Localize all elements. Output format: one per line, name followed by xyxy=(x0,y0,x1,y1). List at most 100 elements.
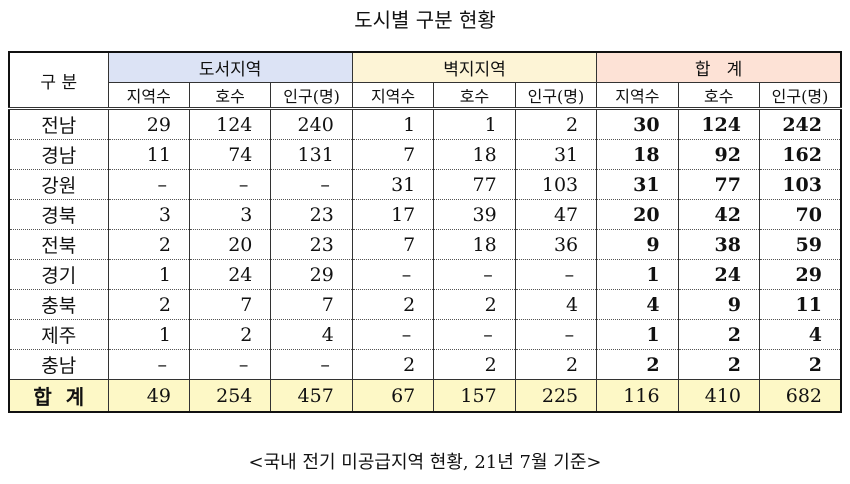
value-cell: – xyxy=(270,349,353,380)
value-cell: – xyxy=(433,319,516,350)
value-cell: – xyxy=(433,259,516,290)
city-status-table: 구 분 도서지역 벽지지역 합 계 지역수 호수 인구(명) 지역수 호수 인구(명) 지역… xyxy=(8,51,842,413)
value-cell: 77 xyxy=(433,169,516,200)
value-cell: – xyxy=(188,349,272,380)
table-row: 전남 29 124 240 1 1 2 30 124 242 xyxy=(8,108,842,140)
region-cell: 전남 xyxy=(8,108,109,140)
value-cell: 29 xyxy=(107,108,190,140)
value-cell: 2 xyxy=(188,319,272,350)
value-cell: 2 xyxy=(514,349,598,380)
value-cell: 38 xyxy=(677,229,761,260)
value-cell: 2 xyxy=(351,349,435,380)
total-value-cell: 410 xyxy=(677,379,761,412)
value-cell: 42 xyxy=(677,199,761,230)
value-cell: 31 xyxy=(351,169,435,200)
value-cell: 1 xyxy=(433,108,516,140)
table-row: 경북 3 3 23 17 39 47 20 42 70 xyxy=(8,199,842,230)
value-cell: 103 xyxy=(759,169,842,200)
value-cell: 9 xyxy=(677,289,761,320)
total-value-cell: 49 xyxy=(107,379,190,412)
table-row: 경남 11 74 131 7 18 31 18 92 162 xyxy=(8,139,842,170)
value-cell: 2 xyxy=(351,289,435,320)
value-cell: 77 xyxy=(677,169,761,200)
value-cell: 59 xyxy=(759,229,842,260)
table-row: 제주 1 2 4– – –1 2 4 xyxy=(8,319,842,350)
table-row: 강원 – – –31 77 103 31 77 103 xyxy=(8,169,842,200)
value-cell: 18 xyxy=(596,139,679,170)
value-cell: 11 xyxy=(759,289,842,320)
subcol-header: 지역수 xyxy=(107,82,190,110)
group-header-remote: 벽지지역 xyxy=(351,52,598,83)
value-cell: 2 xyxy=(107,289,190,320)
value-cell: – xyxy=(107,349,190,380)
value-cell: 2 xyxy=(433,349,516,380)
region-cell: 제주 xyxy=(8,319,109,350)
value-cell: 1 xyxy=(596,259,679,290)
value-cell: 23 xyxy=(270,199,353,230)
value-cell: 29 xyxy=(270,259,353,290)
value-cell: – xyxy=(514,319,598,350)
region-cell: 충남 xyxy=(8,349,109,380)
total-value-cell: 67 xyxy=(351,379,435,412)
value-cell: – xyxy=(514,259,598,290)
total-row: 합 계 49 254 457 67 157 225 116 410 682 xyxy=(8,379,842,412)
category-header: 구 분 xyxy=(8,52,109,110)
value-cell: – xyxy=(351,319,435,350)
value-cell: 2 xyxy=(107,229,190,260)
total-label: 합 계 xyxy=(8,379,109,412)
value-cell: 4 xyxy=(270,319,353,350)
value-cell: 1 xyxy=(351,108,435,140)
value-cell: 30 xyxy=(596,108,679,140)
value-cell: 20 xyxy=(596,199,679,230)
value-cell: – xyxy=(107,169,190,200)
subcol-header: 인구(명) xyxy=(270,82,353,110)
value-cell: 240 xyxy=(270,108,353,140)
table-row: 전북 2 20 23 7 18 36 9 38 59 xyxy=(8,229,842,260)
value-cell: 20 xyxy=(188,229,272,260)
value-cell: 2 xyxy=(433,289,516,320)
value-cell: 11 xyxy=(107,139,190,170)
value-cell: 24 xyxy=(188,259,272,290)
value-cell: 242 xyxy=(759,108,842,140)
region-cell: 경북 xyxy=(8,199,109,230)
value-cell: 18 xyxy=(433,229,516,260)
value-cell: 7 xyxy=(351,139,435,170)
value-cell: 2 xyxy=(759,349,842,380)
subcol-header: 지역수 xyxy=(596,82,679,110)
total-value-cell: 254 xyxy=(188,379,272,412)
table-row: 경기 1 24 29– – –1 24 29 xyxy=(8,259,842,290)
value-cell: – xyxy=(188,169,272,200)
value-cell: 9 xyxy=(596,229,679,260)
total-value-cell: 682 xyxy=(759,379,842,412)
value-cell: 4 xyxy=(596,289,679,320)
value-cell: 3 xyxy=(107,199,190,230)
value-cell: 17 xyxy=(351,199,435,230)
value-cell: – xyxy=(351,259,435,290)
group-header-island: 도서지역 xyxy=(107,52,353,83)
value-cell: 131 xyxy=(270,139,353,170)
footnote: <국내 전기 미공급지역 현황, 21년 7월 기준> xyxy=(248,452,602,473)
region-cell: 전북 xyxy=(8,229,109,260)
value-cell: 4 xyxy=(514,289,598,320)
value-cell: 24 xyxy=(677,259,761,290)
value-cell: 2 xyxy=(596,349,679,380)
value-cell: 2 xyxy=(677,349,761,380)
value-cell: 47 xyxy=(514,199,598,230)
page-title: 도시별 구분 현황 xyxy=(354,8,496,32)
subcol-header: 지역수 xyxy=(351,82,435,110)
value-cell: 29 xyxy=(759,259,842,290)
subcol-header: 인구(명) xyxy=(514,82,598,110)
subcol-header: 호수 xyxy=(188,82,272,110)
value-cell: 1 xyxy=(107,259,190,290)
value-cell: 92 xyxy=(677,139,761,170)
subcol-header: 호수 xyxy=(677,82,761,110)
total-value-cell: 157 xyxy=(433,379,516,412)
value-cell: – xyxy=(270,169,353,200)
subcol-header: 호수 xyxy=(433,82,516,110)
value-cell: 1 xyxy=(596,319,679,350)
value-cell: 31 xyxy=(514,139,598,170)
value-cell: 18 xyxy=(433,139,516,170)
value-cell: 7 xyxy=(270,289,353,320)
region-cell: 경남 xyxy=(8,139,109,170)
value-cell: 2 xyxy=(677,319,761,350)
